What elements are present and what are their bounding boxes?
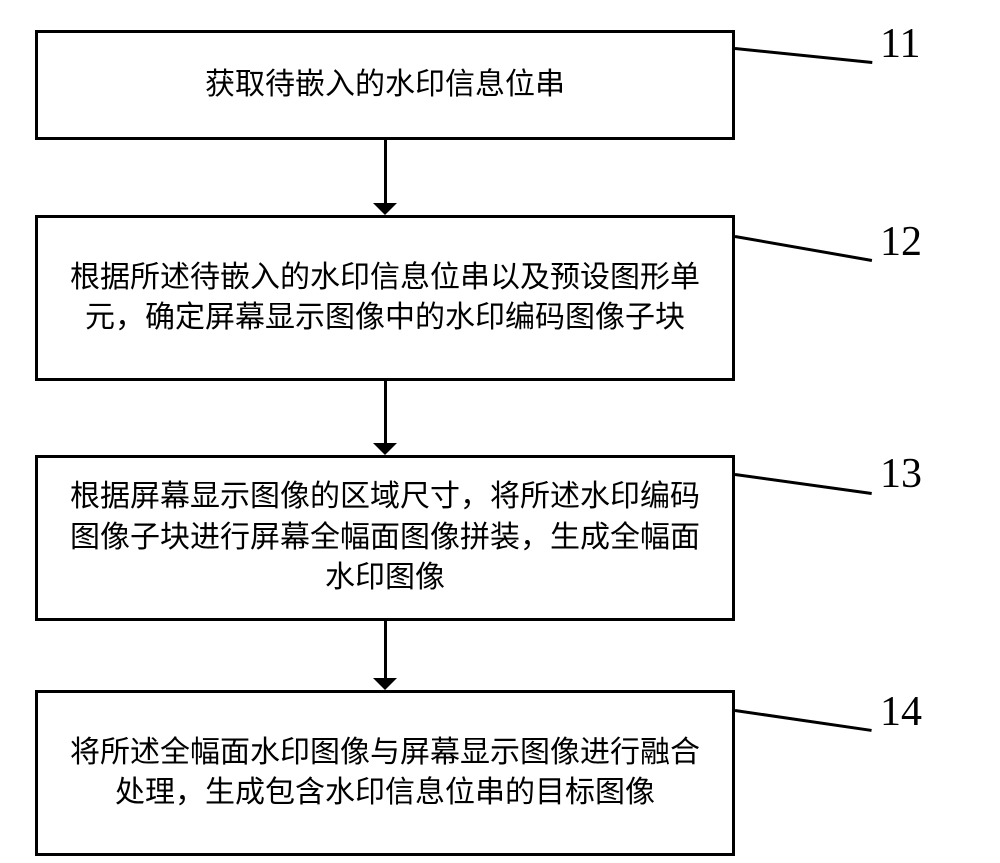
flow-node-step-11: 获取待嵌入的水印信息位串 bbox=[35, 30, 735, 140]
flow-node-label-step-14: 14 bbox=[880, 688, 922, 736]
leader-line-step-13 bbox=[735, 473, 872, 495]
flow-node-text: 根据屏幕显示图像的区域尺寸，将所述水印编码图像子块进行屏幕全幅面图像拼装，生成全… bbox=[58, 477, 712, 599]
flow-node-label-step-11: 11 bbox=[880, 20, 920, 68]
connector-line bbox=[384, 381, 387, 443]
flow-node-label-step-13: 13 bbox=[880, 450, 922, 498]
connector-arrowhead bbox=[373, 203, 397, 215]
leader-line-step-14 bbox=[735, 709, 872, 732]
connector-arrowhead bbox=[373, 678, 397, 690]
connector-arrowhead bbox=[373, 443, 397, 455]
leader-line-step-11 bbox=[735, 47, 872, 64]
flow-node-text: 根据所述待嵌入的水印信息位串以及预设图形单元，确定屏幕显示图像中的水印编码图像子… bbox=[58, 258, 712, 339]
leader-line-step-12 bbox=[735, 235, 873, 262]
flowchart-canvas: 获取待嵌入的水印信息位串 11 根据所述待嵌入的水印信息位串以及预设图形单元，确定屏… bbox=[0, 0, 1000, 863]
flow-node-step-12: 根据所述待嵌入的水印信息位串以及预设图形单元，确定屏幕显示图像中的水印编码图像子… bbox=[35, 215, 735, 381]
flow-node-step-13: 根据屏幕显示图像的区域尺寸，将所述水印编码图像子块进行屏幕全幅面图像拼装，生成全… bbox=[35, 455, 735, 621]
flow-node-text: 获取待嵌入的水印信息位串 bbox=[205, 65, 565, 106]
connector-line bbox=[384, 621, 387, 678]
flow-node-text: 将所述全幅面水印图像与屏幕显示图像进行融合处理，生成包含水印信息位串的目标图像 bbox=[58, 733, 712, 814]
flow-node-step-14: 将所述全幅面水印图像与屏幕显示图像进行融合处理，生成包含水印信息位串的目标图像 bbox=[35, 690, 735, 856]
connector-line bbox=[384, 140, 387, 203]
flow-node-label-step-12: 12 bbox=[880, 218, 922, 266]
